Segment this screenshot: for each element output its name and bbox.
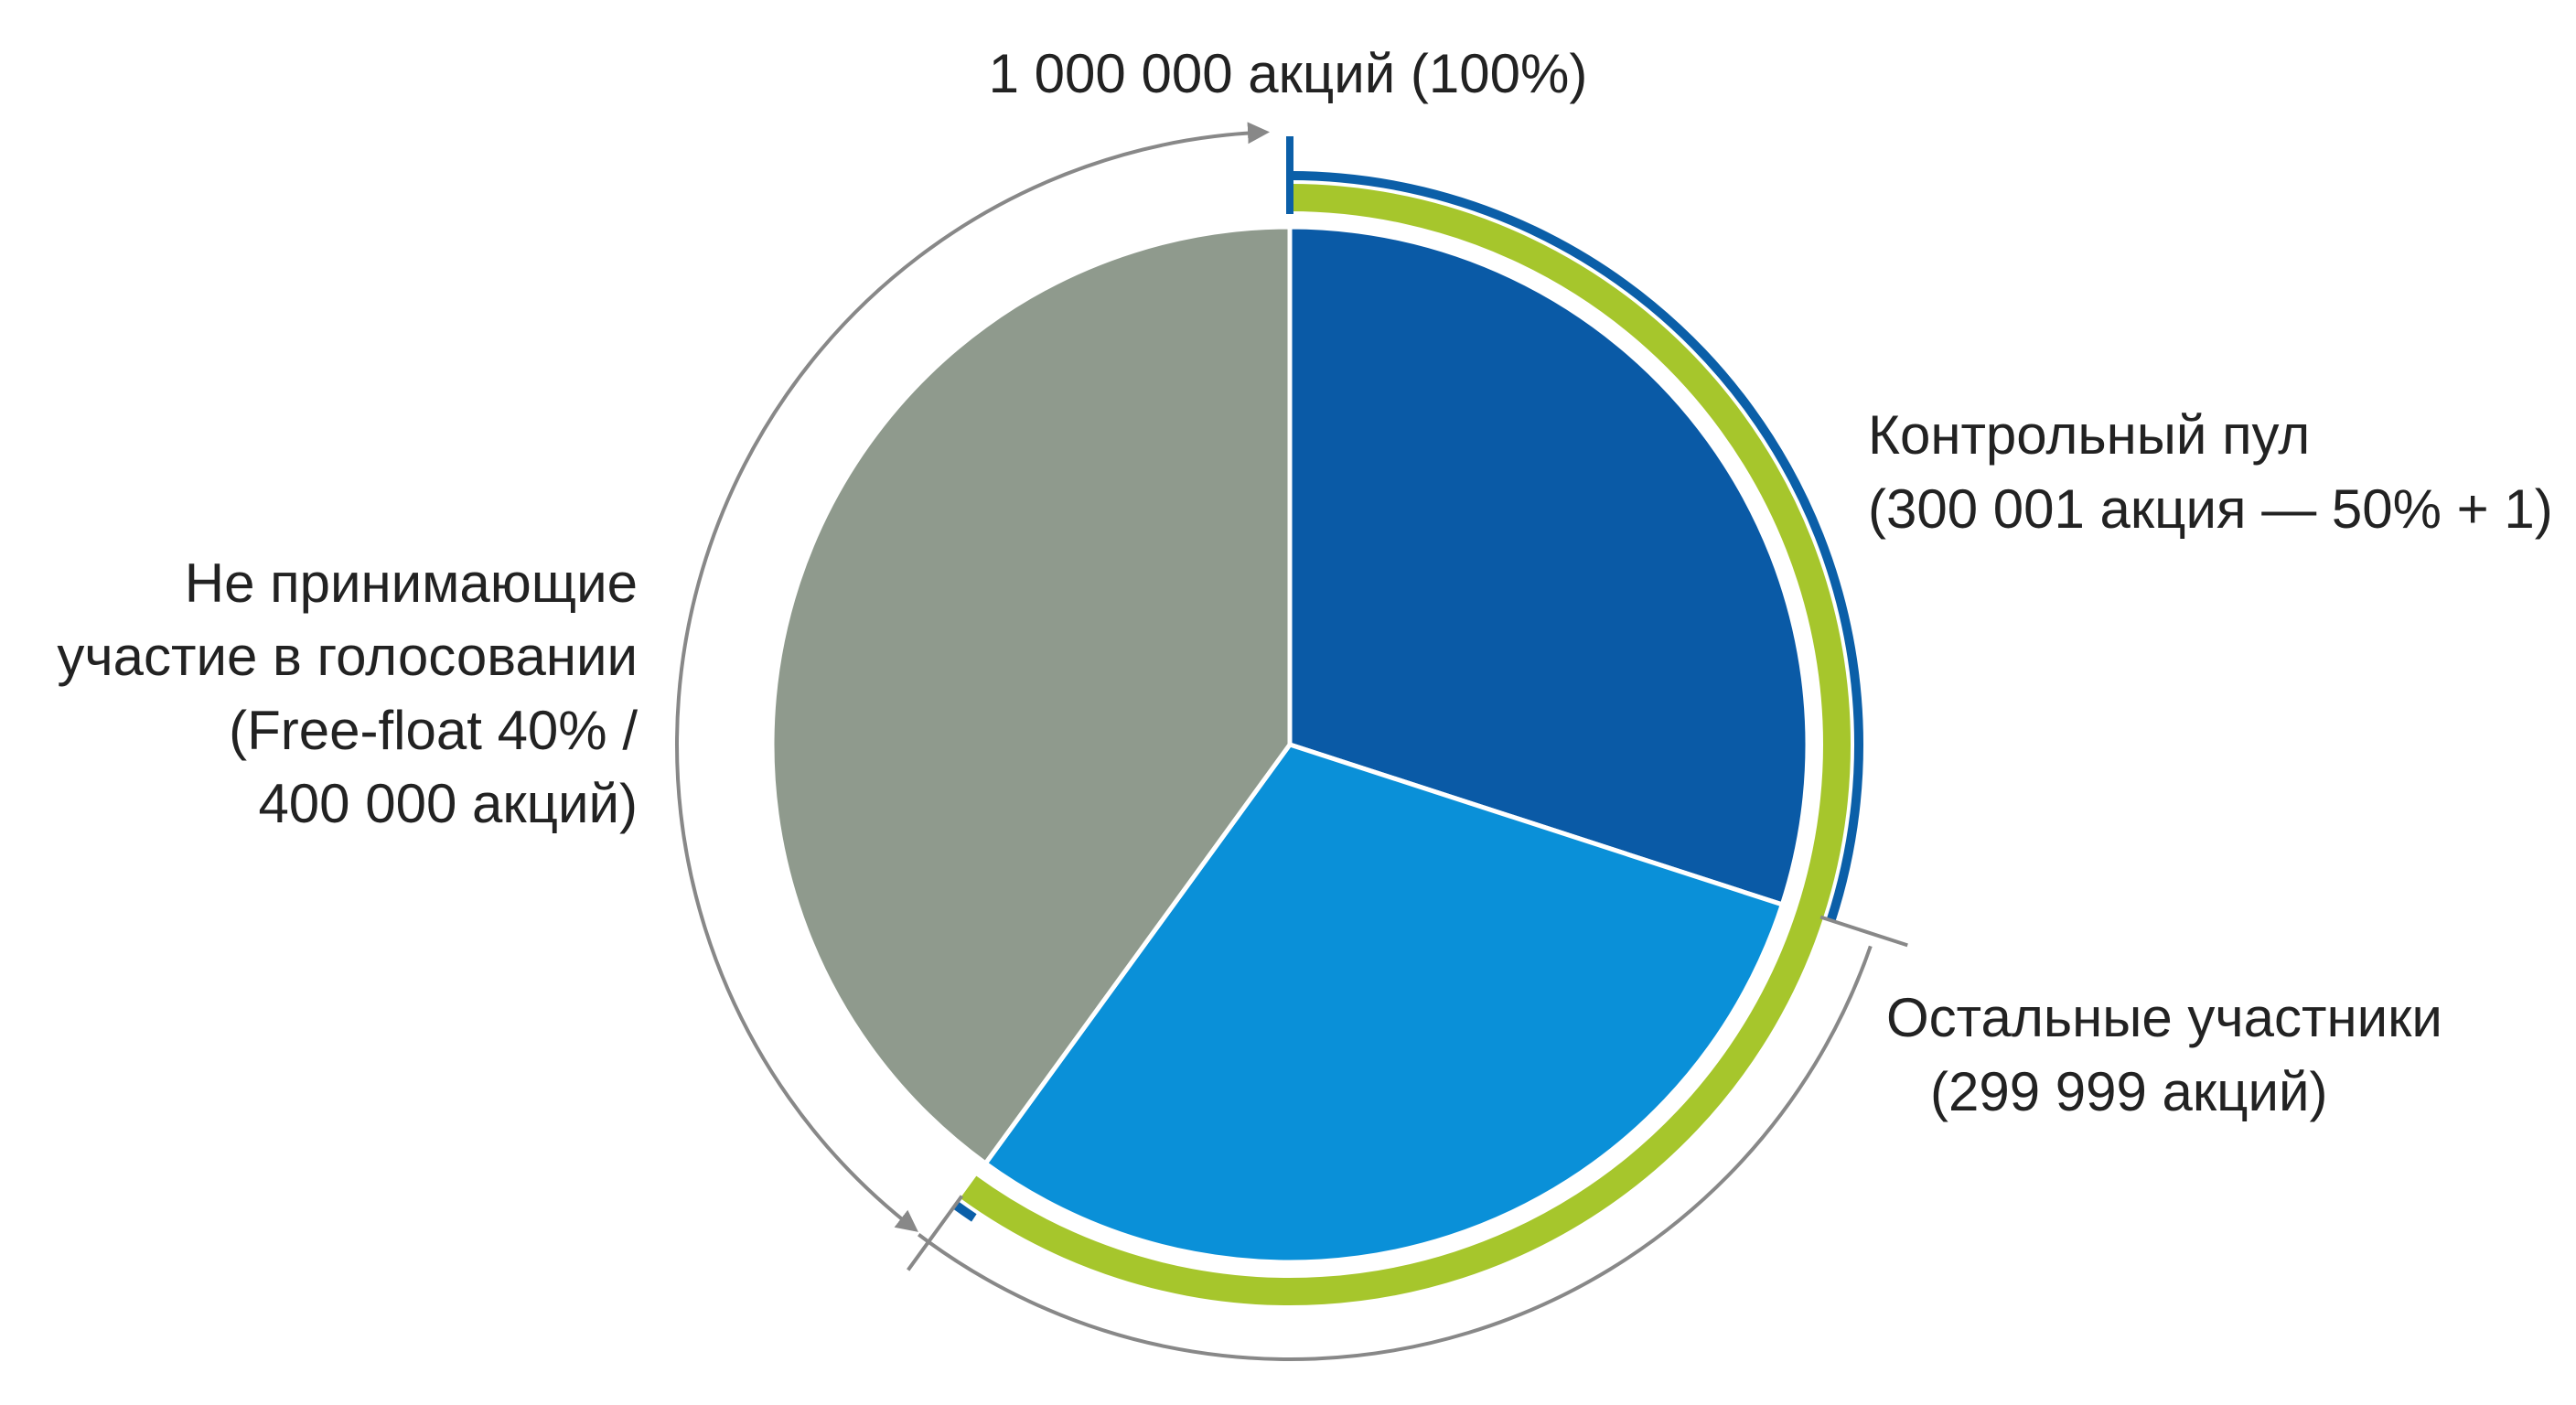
slice-label: Остальные участники xyxy=(1886,987,2442,1048)
ring-green xyxy=(960,184,1851,1305)
bracket-tick xyxy=(907,1195,964,1271)
slice-label: Контрольный пул xyxy=(1868,404,2311,466)
ring-blue xyxy=(952,1201,977,1222)
slice-value-label: (300 001 акция — 50% + 1) xyxy=(1868,478,2553,540)
slice-label: Не принимающие участие в голосовании xyxy=(57,552,638,687)
slice-value-label: (299 999 акций) xyxy=(1930,1061,2328,1122)
pie-slice xyxy=(1287,224,1810,908)
slice-value-label: (Free-float 40% / 400 000 акций) xyxy=(229,700,638,834)
bracket-arc xyxy=(675,122,1271,1232)
total-label: 1 000 000 акций (100%) xyxy=(988,43,1588,104)
ring-blue xyxy=(1289,171,1863,922)
bracket-tick xyxy=(1819,915,1908,948)
bracket-arc xyxy=(918,945,1873,1361)
